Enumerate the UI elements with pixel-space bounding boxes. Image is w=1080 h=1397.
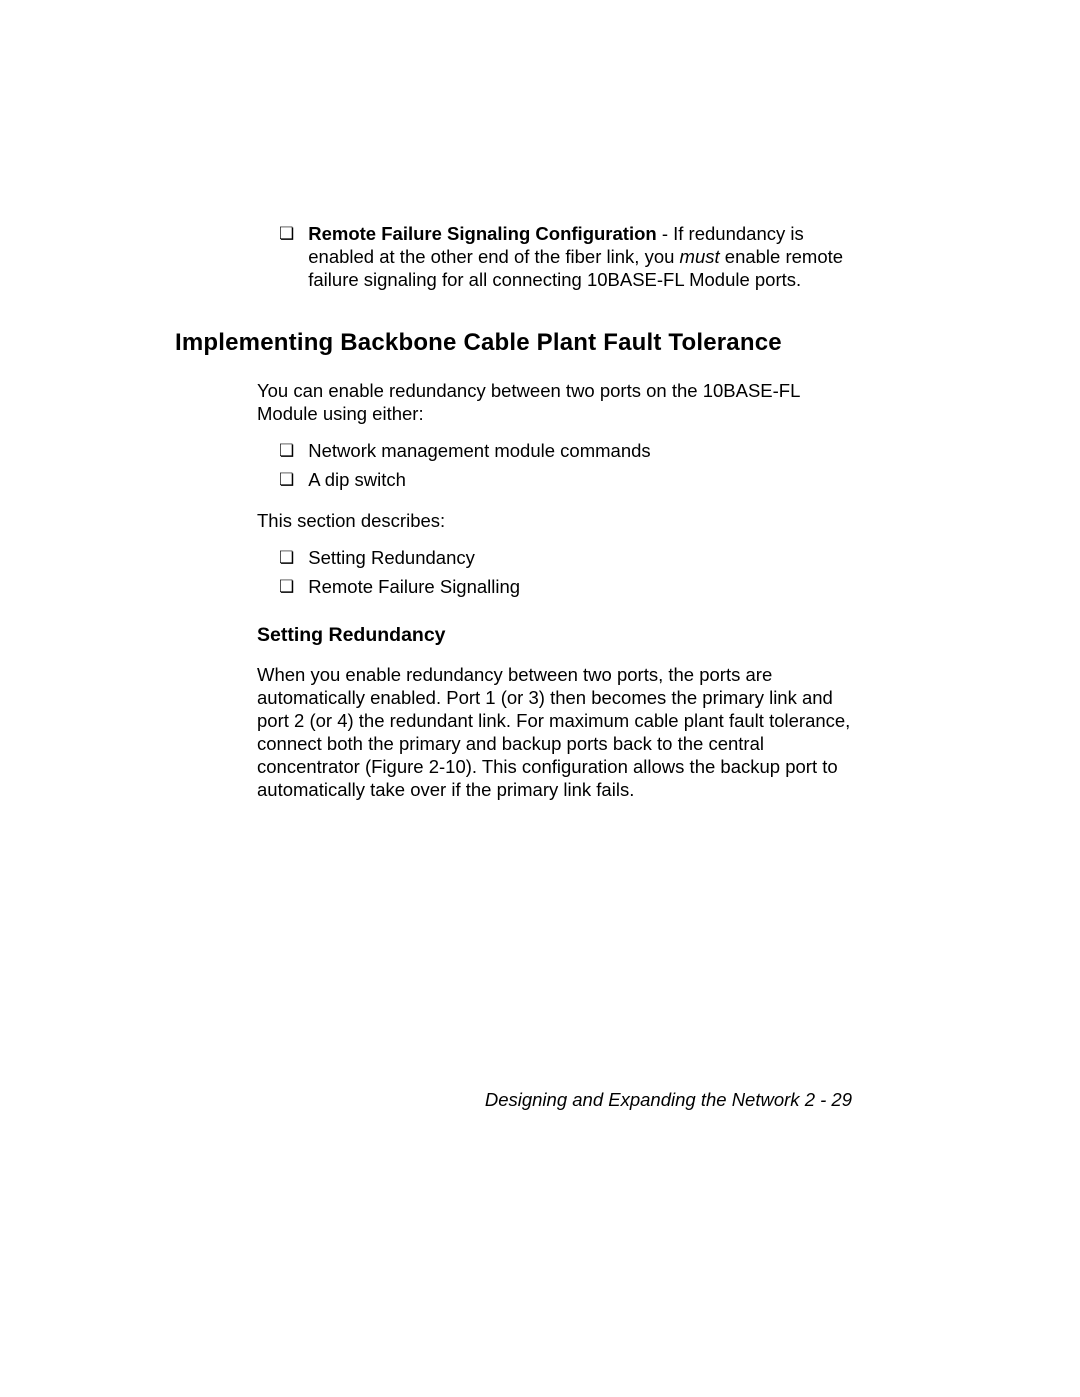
intro-bullet-text: Remote Failure Signaling Configuration -… [308, 222, 852, 291]
list-enable-methods: ❏ Network management module commands ❏ A… [279, 439, 852, 491]
list-section-topics: ❏ Setting Redundancy ❏ Remote Failure Si… [279, 546, 852, 598]
list-item-text: Remote Failure Signalling [308, 575, 852, 598]
para-redundancy-intro: You can enable redundancy between two po… [257, 379, 852, 425]
intro-block: ❏ Remote Failure Signaling Configuration… [257, 222, 852, 291]
subsection-heading: Setting Redundancy [257, 624, 852, 647]
subsection-body: When you enable redundancy between two p… [257, 663, 852, 801]
page-footer: Designing and Expanding the Network 2 - … [485, 1089, 852, 1111]
intro-italic: must [680, 246, 720, 267]
square-bullet-icon: ❏ [279, 575, 294, 598]
list-item: ❏ A dip switch [279, 468, 852, 491]
section-heading: Implementing Backbone Cable Plant Fault … [175, 329, 852, 357]
list-item-text: A dip switch [308, 468, 852, 491]
intro-dash: - [657, 223, 673, 244]
list-item: ❏ Remote Failure Signalling [279, 575, 852, 598]
square-bullet-icon: ❏ [279, 439, 294, 462]
list-item: ❏ Network management module commands [279, 439, 852, 462]
footer-title: Designing and Expanding the Network [485, 1089, 800, 1110]
section-body: You can enable redundancy between two po… [257, 379, 852, 801]
intro-lead-bold: Remote Failure Signaling Configuration [308, 223, 656, 244]
list-item: ❏ Setting Redundancy [279, 546, 852, 569]
list-item-text: Network management module commands [308, 439, 852, 462]
para-setting-redundancy: When you enable redundancy between two p… [257, 663, 852, 801]
intro-bullet: ❏ Remote Failure Signaling Configuration… [279, 222, 852, 291]
square-bullet-icon: ❏ [279, 222, 294, 245]
para-section-describes: This section describes: [257, 509, 852, 532]
square-bullet-icon: ❏ [279, 546, 294, 569]
square-bullet-icon: ❏ [279, 468, 294, 491]
list-item-text: Setting Redundancy [308, 546, 852, 569]
page: ❏ Remote Failure Signaling Configuration… [0, 0, 1080, 1397]
footer-page-number: 2 - 29 [805, 1089, 852, 1110]
